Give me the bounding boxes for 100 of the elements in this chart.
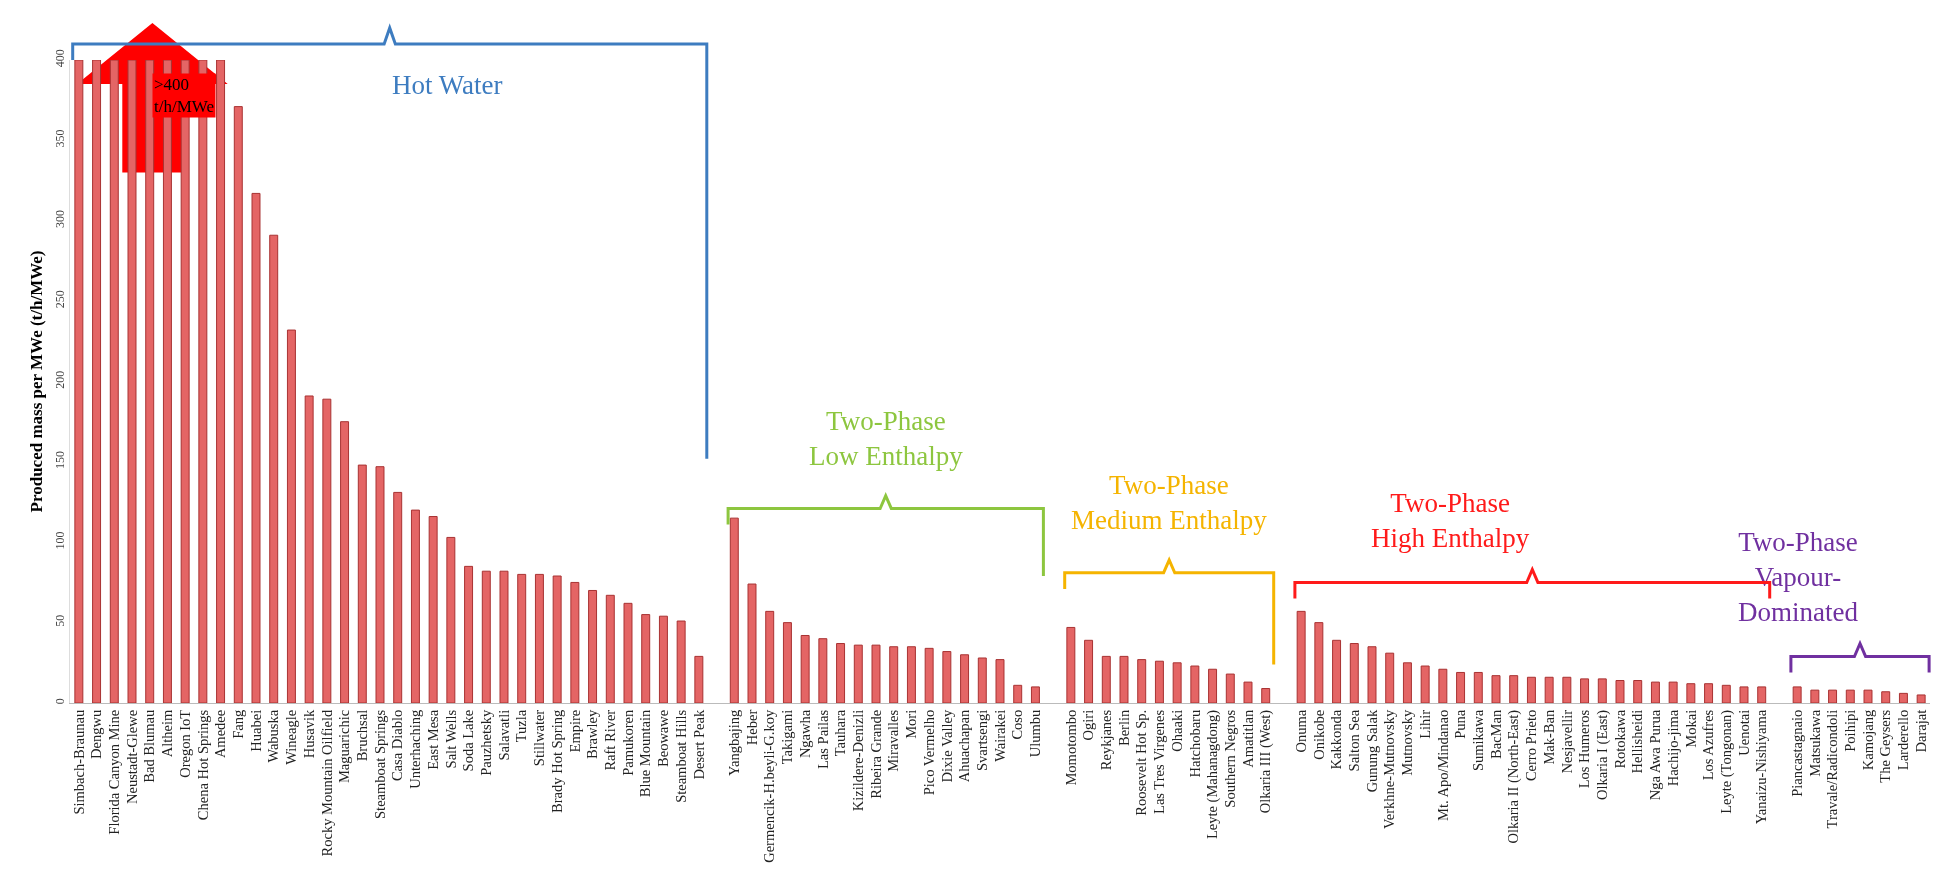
- annotation: Two-Phase Medium Enthalpy: [1071, 470, 1268, 536]
- bar: [499, 570, 509, 703]
- x-tick-label: Uenotai: [1735, 709, 1752, 756]
- bar: [357, 464, 367, 703]
- bar: [1119, 655, 1129, 703]
- x-tick-label: Tuzla: [513, 709, 530, 743]
- x-tick-label: Matsukawa: [1806, 709, 1823, 777]
- bar: [1615, 680, 1625, 703]
- bar: [747, 583, 757, 703]
- x-tick-label: Ahuachapan: [956, 709, 973, 783]
- x-tick-label: Larderello: [1895, 709, 1912, 771]
- x-tick-label: Huabei: [247, 709, 264, 752]
- x-tick-label: Salavatli: [495, 709, 512, 761]
- x-tick-label: Salt Wells: [442, 709, 459, 769]
- bar: [906, 646, 916, 703]
- bar: [729, 517, 739, 703]
- x-tick-label: Altheim: [159, 709, 176, 758]
- x-tick-label: Mt. Apo/Mindanao: [1434, 709, 1451, 821]
- bar: [853, 644, 863, 703]
- bar: [216, 60, 226, 703]
- x-tick-label: Heber: [743, 709, 760, 746]
- x-tick-label: Beowawe: [655, 709, 672, 767]
- bar: [1509, 675, 1519, 703]
- bar: [1562, 676, 1572, 703]
- x-tick-label: Onikobe: [1310, 709, 1327, 760]
- x-tick-label: Las Pailas: [814, 709, 831, 769]
- bar: [694, 655, 704, 703]
- bar: [765, 610, 775, 703]
- bar: [251, 192, 261, 703]
- x-tick-label: Olkaria III (West): [1257, 709, 1275, 814]
- x-tick-label: Amedee: [212, 709, 229, 759]
- x-tick-label: Berlin: [1115, 709, 1132, 747]
- y-tick-label: 0: [53, 698, 68, 705]
- y-tick-label: 350: [53, 129, 68, 148]
- bar: [74, 60, 84, 703]
- x-tick-label: Onuma: [1292, 709, 1309, 753]
- bar: [889, 646, 899, 703]
- y-tick-label: 100: [53, 531, 68, 550]
- bar: [871, 644, 881, 703]
- x-tick-label: Amatitlan: [1239, 709, 1256, 768]
- x-tick-label: Yanaizu-Nishiyama: [1753, 709, 1770, 825]
- bar: [1792, 686, 1802, 703]
- x-tick-label: Fang: [230, 709, 246, 739]
- bar: [960, 654, 970, 703]
- bar: [1172, 662, 1182, 703]
- bar: [570, 581, 580, 703]
- bar: [1704, 683, 1714, 703]
- bar: [1261, 688, 1271, 703]
- bar: [481, 570, 491, 703]
- bar: [1349, 643, 1359, 703]
- bar: [1154, 660, 1164, 703]
- bar: [1916, 694, 1926, 703]
- bar: [340, 421, 350, 703]
- x-tick-label: Oregon IoT: [176, 709, 193, 778]
- annotation: Two-Phase Vapour- Dominated: [1738, 527, 1859, 628]
- x-tick-label: Ogiri: [1080, 709, 1097, 741]
- bar: [1668, 681, 1678, 703]
- bar: [1473, 671, 1483, 703]
- x-tick-label: East Mesa: [424, 709, 441, 770]
- x-tick-label: Takigami: [779, 709, 796, 765]
- x-tick-label: Casa Diablo: [389, 709, 406, 782]
- bar: [1137, 659, 1147, 703]
- x-tick-label: Wineagle: [283, 709, 300, 765]
- x-tick-label: Kamojang: [1859, 709, 1876, 771]
- x-tick-label: Olkaria II (North-East): [1505, 709, 1523, 844]
- x-tick-label: Dixie Valley: [938, 709, 955, 783]
- bar: [605, 594, 615, 703]
- bar: [1013, 684, 1023, 703]
- x-tick-label: Rocky Mountain Oilfield: [318, 709, 335, 857]
- bar: [1721, 684, 1731, 703]
- bar: [1101, 655, 1111, 703]
- x-tick-label: Leyte (Tongonan): [1718, 709, 1735, 814]
- bar: [1739, 686, 1749, 703]
- bar: [1828, 689, 1838, 703]
- x-tick-label: Ngawha: [796, 709, 813, 759]
- y-axis-title: Produced mass per MWe (t/h/MWe): [26, 250, 46, 513]
- bar: [1296, 610, 1306, 703]
- bar: [1084, 639, 1094, 703]
- x-tick-label: Mokai: [1682, 709, 1699, 748]
- x-tick-label: Pico Vermelho: [920, 709, 937, 796]
- x-tick-label: Poihipi: [1842, 709, 1858, 752]
- x-tick-label: Empire: [566, 709, 583, 753]
- x-tick-label: Reykjanes: [1098, 709, 1114, 771]
- x-tick-label: Brawley: [584, 709, 601, 759]
- bar: [1030, 686, 1040, 703]
- x-tick-label: Sumikawa: [1470, 709, 1486, 772]
- x-tick-label: Gunung Salak: [1363, 709, 1380, 793]
- x-tick-label: Desert Peak: [690, 709, 707, 780]
- x-tick-label: Steamboat Hills: [672, 709, 689, 803]
- bar: [410, 509, 420, 703]
- bar: [942, 651, 952, 703]
- bar: [1526, 676, 1536, 703]
- x-tick-label: Blue Mountain: [637, 709, 654, 798]
- bar: [658, 615, 668, 703]
- x-tick-label: Wairakei: [991, 709, 1008, 762]
- bar: [623, 602, 633, 703]
- bar: [127, 60, 137, 703]
- y-tick-label: 300: [53, 209, 68, 228]
- bar: [1438, 668, 1448, 703]
- annotation: Two-Phase Low Enthalpy: [809, 406, 964, 472]
